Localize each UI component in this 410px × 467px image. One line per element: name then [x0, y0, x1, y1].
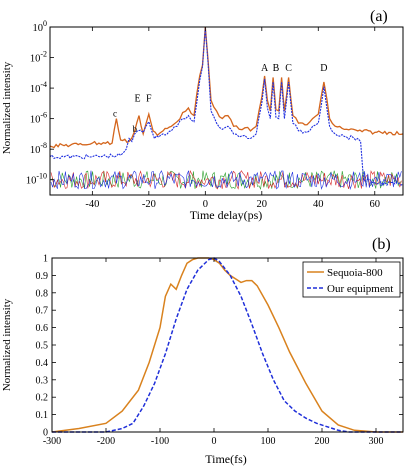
panel-b: -300 -200 -100 0 100 200 300 0 0.1 0.2 0.3 0.4 0.5 0.… — [1, 236, 404, 466]
panel-b-y-tick-label: 0.8 — [36, 288, 49, 299]
panel-a-ylabel: Normalized intensity — [1, 61, 13, 154]
panel-a-y-tick-label: 10-2 — [30, 50, 47, 65]
panel-b-legend: Sequoia-800 Our equipment — [302, 261, 401, 298]
panel-a-axes-frame — [49, 26, 404, 196]
panel-b-label: (b) — [372, 236, 391, 253]
series-a-orange-trace — [50, 27, 403, 149]
panel-b-y-tick-label: 1 — [43, 254, 48, 265]
annotation-E: E — [134, 93, 140, 104]
panel-a: A B C D E Fc b -40 -20 0 20 40 60 100 10-2 10-4 10-6 10-… — [1, 8, 404, 222]
annotation-F: F — [146, 93, 152, 104]
panel-a-x-tick-label: -40 — [85, 199, 99, 210]
panel-b-x-tick-label: 100 — [261, 436, 276, 447]
panel-b-x-tick-label: 300 — [369, 436, 384, 447]
panel-b-x-tick-label: -200 — [97, 436, 115, 447]
panel-a-y-tick-label: 10-8 — [30, 141, 47, 156]
noise-floor-trace — [50, 170, 402, 190]
annotation-B: B — [273, 63, 280, 74]
panel-a-x-tick-label: 40 — [313, 199, 324, 210]
annotation-A: A — [261, 63, 269, 74]
series-a-blue-trace — [50, 28, 403, 187]
panel-a-x-tick-label: 0 — [203, 199, 208, 210]
series-sequoia-800-line — [51, 257, 403, 433]
annotation-c: c — [113, 109, 117, 119]
panel-b-x-tick-label: 0 — [212, 436, 217, 447]
legend-label-sequoia: Sequoia-800 — [327, 267, 383, 279]
legend-box — [302, 261, 401, 298]
panel-b-y-tick-label: 0 — [43, 428, 48, 439]
panel-a-x-tick-label: 60 — [370, 199, 381, 210]
annotation-C: C — [285, 63, 292, 74]
panel-b-y-tick-label: 0.7 — [36, 306, 49, 317]
panel-a-x-tick-label: -20 — [142, 199, 156, 210]
panel-a-ticks: -40 -20 0 20 40 60 100 10-2 10-4 10-6 10-8 10-10 — [26, 19, 380, 210]
panel-b-x-tick-label: -300 — [43, 436, 61, 447]
panel-a-xlabel: Time delay(ps) — [190, 208, 263, 222]
panel-b-y-tick-label: 0.9 — [36, 271, 49, 282]
annotation-b: b — [132, 124, 137, 134]
panel-a-y-tick-label: 10-6 — [30, 111, 47, 126]
panel-a-y-tick-label: 100 — [33, 19, 48, 34]
panel-b-y-tick-label: 0.4 — [36, 358, 49, 369]
panel-b-y-tick-label: 0.6 — [36, 323, 49, 334]
annotation-D: D — [320, 63, 327, 74]
panel-b-y-tick-label: 0.5 — [36, 341, 49, 352]
panel-b-y-tick-label: 0.3 — [36, 375, 49, 386]
panel-b-y-tick-label: 0.2 — [36, 393, 49, 404]
series-our-equipment-line — [52, 257, 403, 433]
panel-a-plot-area: A B C D E Fc b — [50, 27, 403, 190]
panel-b-x-tick-label: -100 — [151, 436, 169, 447]
noise-floor-trace — [50, 170, 402, 190]
panel-b-y-tick-label: 0.1 — [36, 410, 49, 421]
noise-floor-trace — [50, 170, 402, 190]
panel-a-y-tick-label: 10-4 — [30, 80, 47, 95]
legend-label-our-equipment: Our equipment — [327, 283, 393, 295]
panel-b-xlabel: Time(fs) — [205, 452, 247, 466]
panel-b-x-tick-label: 200 — [315, 436, 330, 447]
panel-a-x-tick-label: 20 — [257, 199, 268, 210]
panel-a-label: (a) — [370, 8, 388, 25]
panel-b-ticks: -300 -200 -100 0 100 200 300 0 0.1 0.2 0.3 0.4 0.5 0.… — [36, 254, 403, 447]
panel-a-y-tick-label: 10-10 — [26, 172, 47, 187]
panel-b-plot-area — [51, 257, 403, 433]
panel-b-ylabel: Normalized intensity — [1, 298, 13, 391]
